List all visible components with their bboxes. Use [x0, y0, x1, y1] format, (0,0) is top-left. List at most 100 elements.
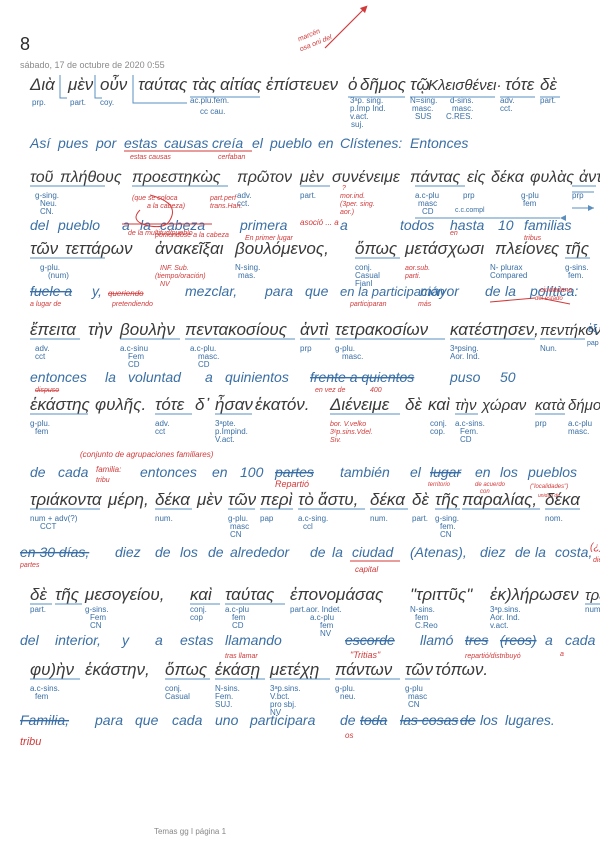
- svg-text:partes: partes: [274, 464, 314, 480]
- svg-text:estas: estas: [124, 135, 157, 151]
- svg-text:de acuerdo: de acuerdo: [475, 482, 506, 488]
- svg-text:quinientos: quinientos: [225, 369, 289, 385]
- svg-text:cop: cop: [190, 613, 203, 622]
- svg-text:prp: prp: [535, 419, 547, 428]
- svg-text:CN: CN: [90, 621, 102, 630]
- svg-text:τῶν: τῶν: [228, 490, 257, 509]
- svg-text:causas: causas: [164, 135, 208, 151]
- svg-text:περὶ: περὶ: [260, 490, 293, 509]
- svg-text:estas causas: estas causas: [130, 154, 171, 161]
- svg-text:10: 10: [498, 217, 514, 233]
- svg-text:ἐκ)λήρωσεν: ἐκ)λήρωσεν: [490, 585, 579, 604]
- svg-text:en 30 días,: en 30 días,: [20, 544, 89, 560]
- svg-text:οὖν: οὖν: [100, 75, 128, 94]
- svg-text:εἰς: εἰς: [467, 169, 486, 186]
- svg-text:de: de: [340, 712, 356, 728]
- svg-text:ἀντὶ: ἀντὶ: [300, 320, 329, 339]
- svg-text:8: 8: [20, 34, 30, 54]
- svg-text:a la cabeza): a la cabeza): [147, 203, 185, 210]
- svg-text:SUJ.: SUJ.: [215, 700, 232, 709]
- svg-text:Familia,: Familia,: [20, 712, 69, 728]
- svg-text:tras llamar: tras llamar: [225, 653, 258, 660]
- svg-text:entonces: entonces: [140, 464, 197, 480]
- svg-text:δήμους: δήμους: [568, 397, 600, 414]
- svg-text:los: los: [180, 544, 198, 560]
- svg-text:os: os: [345, 731, 353, 740]
- svg-text:NV: NV: [320, 629, 332, 638]
- svg-text:Entonces: Entonces: [410, 135, 468, 151]
- svg-text:para: para: [94, 712, 123, 728]
- svg-text:diez: diez: [593, 557, 600, 564]
- svg-text:participara: participara: [249, 712, 316, 728]
- svg-text:y,: y,: [91, 283, 102, 299]
- svg-text:todos: todos: [400, 217, 434, 233]
- svg-text:a: a: [205, 369, 213, 385]
- svg-text:pretendiendo: pretendiendo: [111, 301, 153, 308]
- svg-text:neu.: neu.: [340, 692, 356, 701]
- svg-text:part.: part.: [412, 514, 428, 523]
- svg-text:diez: diez: [115, 544, 141, 560]
- svg-text:βουλόμενος,: βουλόμενος,: [234, 239, 329, 258]
- svg-text:tres: tres: [465, 632, 488, 648]
- svg-text:ἑκατόν.: ἑκατόν.: [255, 395, 310, 414]
- svg-text:escorde: escorde: [345, 632, 395, 648]
- svg-text:(num): (num): [48, 271, 69, 280]
- svg-text:mor.ind.: mor.ind.: [340, 193, 365, 200]
- svg-text:prp: prp: [300, 344, 312, 353]
- svg-text:partes: partes: [19, 562, 40, 569]
- svg-text:κατέστησεν,: κατέστησεν,: [450, 320, 539, 339]
- svg-text:ciudadano: ciudadano: [540, 287, 572, 294]
- svg-text:3ᵃp.sins.Vdel.: 3ᵃp.sins.Vdel.: [330, 429, 373, 436]
- svg-text:Casual: Casual: [165, 692, 190, 701]
- svg-text:para: para: [264, 283, 293, 299]
- svg-text:ἐξ: ἐξ: [588, 323, 598, 335]
- svg-text:Κλεισθένει·: Κλεισθένει·: [428, 77, 502, 94]
- svg-text:capital: capital: [355, 565, 378, 574]
- svg-text:V.act.: V.act.: [215, 435, 235, 444]
- svg-text:καὶ: καὶ: [428, 395, 450, 414]
- svg-text:lugares.: lugares.: [505, 712, 555, 728]
- svg-text:pueblo: pueblo: [57, 217, 100, 233]
- svg-text:ἑκάστης: ἑκάστης: [30, 395, 91, 414]
- svg-text:μὲν: μὲν: [67, 75, 94, 94]
- svg-text:interior,: interior,: [55, 632, 101, 648]
- svg-text:δ᾽: δ᾽: [195, 395, 210, 414]
- svg-text:βουλὴν: βουλὴν: [119, 320, 175, 339]
- svg-text:τριάκοντα: τριάκοντα: [30, 490, 103, 509]
- svg-text:"τριττῦς": "τριττῦς": [410, 585, 473, 604]
- svg-text:CN: CN: [230, 530, 242, 539]
- svg-text:cada: cada: [172, 712, 203, 728]
- svg-text:τῆς: τῆς: [55, 585, 80, 604]
- svg-text:δὲ: δὲ: [540, 75, 557, 94]
- svg-text:fem: fem: [35, 692, 49, 701]
- svg-text:καὶ: καὶ: [190, 585, 212, 604]
- svg-text:del estado: del estado: [535, 296, 563, 302]
- svg-text:πεντακοσίους: πεντακοσίους: [185, 320, 288, 339]
- svg-text:fem: fem: [35, 427, 49, 436]
- svg-text:συνένειμε: συνένειμε: [332, 169, 401, 186]
- svg-text:ἐπονομάσας: ἐπονομάσας: [290, 585, 384, 604]
- svg-text:C.RES.: C.RES.: [446, 112, 473, 121]
- svg-text:de: de: [310, 544, 326, 560]
- svg-text:δέκα: δέκα: [155, 490, 191, 509]
- svg-text:v.act.: v.act.: [490, 621, 509, 630]
- svg-text:CD: CD: [422, 207, 434, 216]
- svg-text:(3per. sing.: (3per. sing.: [340, 201, 375, 208]
- svg-text:Temas gg I página 1: Temas gg I página 1: [154, 827, 227, 836]
- svg-text:(que se coloca: (que se coloca: [132, 195, 178, 202]
- svg-text:en: en: [318, 135, 334, 151]
- svg-text:Repartió: Repartió: [275, 479, 309, 489]
- svg-text:dispuso: dispuso: [35, 387, 59, 394]
- svg-text:τῶν: τῶν: [405, 660, 434, 679]
- svg-text:φυλῆς.: φυλῆς.: [95, 395, 146, 414]
- svg-text:ciudad: ciudad: [352, 544, 394, 560]
- svg-text:familias: familias: [524, 217, 571, 233]
- svg-text:num.: num.: [155, 514, 173, 523]
- svg-text:μετάσχωσι: μετάσχωσι: [404, 239, 484, 258]
- svg-text:CCT: CCT: [40, 522, 57, 531]
- svg-text:familia:: familia:: [96, 465, 121, 474]
- svg-text:cct.: cct.: [500, 104, 512, 113]
- svg-text:cct: cct: [35, 352, 46, 361]
- svg-text:τότε: τότε: [505, 75, 535, 94]
- svg-text:INF. Sub.: INF. Sub.: [160, 265, 189, 272]
